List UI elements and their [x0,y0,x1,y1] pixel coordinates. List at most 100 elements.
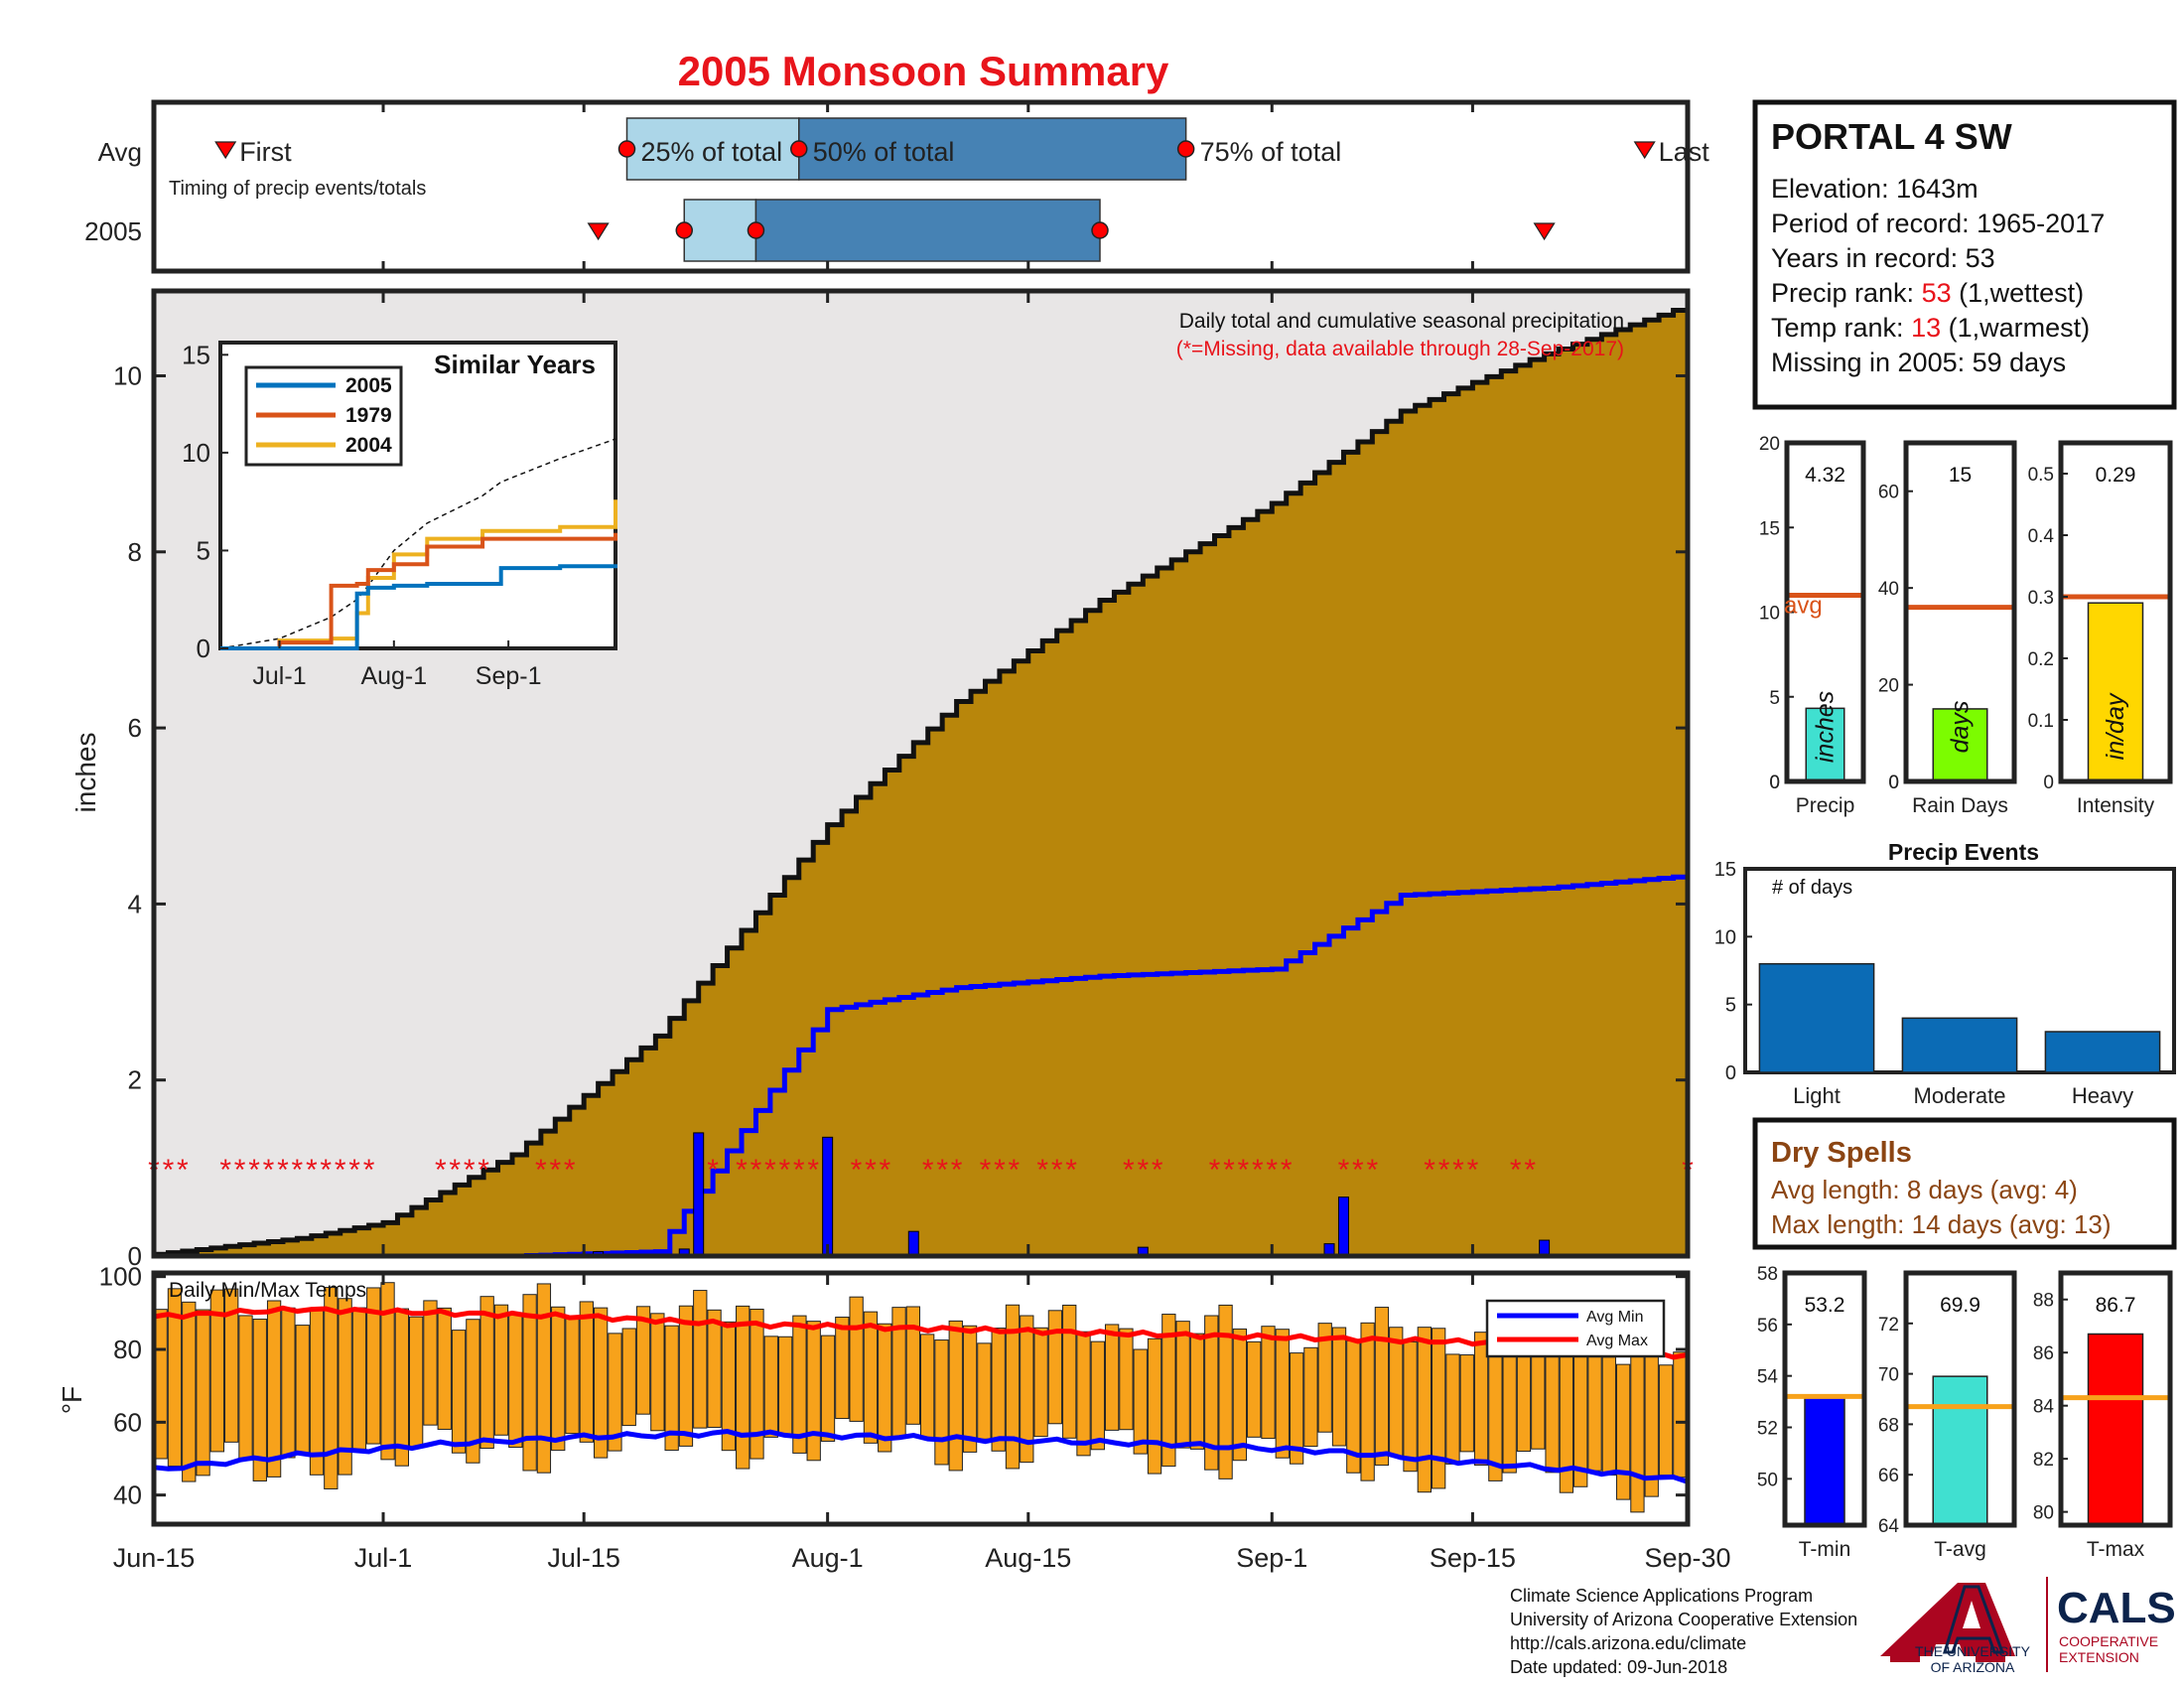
station-info-box: PORTAL 4 SW Elevation: 1643m Period of r… [1752,99,2177,410]
season-totals-bars: 4.32 Precip 0 5 10 15 20 inches avg 0 15 Rain Days 0… [1759,434,2173,817]
missing-day-star: * [1366,1154,1378,1187]
precip-events-bars: Light Moderate Heavy 0 5 10 15 [1714,859,2161,1108]
missing-day-star: * [1467,1154,1479,1187]
dry-spells-avg: Avg length: 8 days (avg: 4) [1771,1175,2078,1204]
precip-ytick-label: 4 [128,889,142,918]
legend-label-avg-max: Avg Max [1586,1333,1648,1349]
mini-category-label: Rain Days [1912,794,2008,817]
inset-ytick-label: 0 [197,633,210,663]
timing-50-label: 50% of total [813,137,955,167]
daily-temp-bar [1218,1304,1233,1479]
inset-series-line [220,564,617,650]
daily-temp-bar [437,1307,452,1430]
x-tick-label: Sep-30 [1644,1543,1730,1573]
mini-ytick-label: 0.1 [2028,711,2054,732]
missing-day-star: * [320,1154,332,1187]
missing-day-star: * [951,1154,963,1187]
daily-temp-bar [423,1300,438,1426]
mini-ytick-label: 5 [1769,688,1780,709]
precip-y-axis: 0 2 4 6 8 10 [113,291,1690,1271]
missing-day-star: * [292,1154,304,1187]
daily-temp-bar [820,1335,836,1442]
precip-rank-value: 53 [1922,278,1952,308]
temp-caption: Daily Min/Max Temps [169,1279,366,1302]
mini-ytick-label: 58 [1757,1264,1778,1285]
missing-day-star: * [1338,1154,1350,1187]
daily-temp-bar [920,1334,935,1440]
missing-day-star: * [1051,1154,1063,1187]
temp-legend [1485,1299,1666,1358]
daily-temp-bar [493,1304,509,1436]
daily-temp-bar [750,1309,764,1460]
mini-ytick-label: 20 [1878,676,1899,697]
inset-title: Similar Years [434,350,596,379]
daily-temp-bar [1673,1351,1688,1478]
mini-category-label: Intensity [2077,794,2155,817]
mini-category-label: T-min [1799,1538,1851,1561]
mini-ytick-label: 70 [1878,1365,1899,1386]
temp-frame [151,1270,1691,1527]
precip-event-bar [1758,962,1875,1073]
mini-category-label: Precip [1796,794,1855,817]
timing-marker-avg-0 [617,140,636,158]
mini-panel-frame [1903,1270,2017,1528]
daily-temp-bar [1630,1343,1645,1513]
daily-temp-bar [863,1311,879,1444]
missing-day-star: * [306,1154,318,1187]
daily-temp-bar [565,1317,580,1435]
daily-temp-bar [736,1305,751,1470]
daily-temp-bar [324,1287,339,1489]
precip-events-title: Precip Events [1888,839,2039,865]
missing-day-star: * [449,1154,461,1187]
daily-temp-bar [777,1336,793,1436]
missing-day-star: * [435,1154,447,1187]
missing-day-star: * [1352,1154,1364,1187]
mini-value-bar [2087,1333,2144,1526]
missing-day-star: * [348,1154,360,1187]
mini-value-label: 4.32 [1805,464,1845,487]
daily-temp-bar [1289,1352,1304,1465]
station-temp-rank: Temp rank: 13 (1,warmest) [1771,313,2090,343]
precip-event-category-label: Moderate [1914,1083,2006,1108]
station-missing: Missing in 2005: 59 days [1771,348,2066,377]
daily-temp-bar [1275,1329,1290,1459]
daily-temp-bar [451,1330,467,1454]
timing-box-q1-y2005 [683,199,757,262]
daily-temp-bar [948,1320,963,1472]
daily-temp-bar [380,1282,395,1461]
dry-spells-max: Max length: 14 days (avg: 13) [1771,1209,2112,1239]
precip-panel: * * * * * * * * * * * * * * * * * * * * * * * * * * * * * * * * * * * * * * * *… [70,288,1694,1271]
daily-temp-bar [608,1333,622,1452]
daily-temp-bar [1090,1340,1105,1451]
mini-value-label: 0.29 [2096,464,2136,487]
daily-temp-bar [650,1313,665,1432]
station-years: Years in record: 53 [1771,243,1995,273]
missing-day-star: * [980,1154,992,1187]
mini-ytick-label: 82 [2033,1450,2054,1471]
missing-day-star: * [751,1154,762,1187]
missing-day-star: * [219,1154,231,1187]
mini-category-label: T-avg [1934,1538,1986,1561]
missing-day-star: * [1452,1154,1464,1187]
mini-value-label: 53.2 [1805,1294,1845,1317]
missing-day-star: * [1065,1154,1077,1187]
timing-marker-y2005-1 [747,221,765,239]
timing-boxes [152,102,1690,271]
mini-ytick-label: 84 [2033,1397,2055,1418]
daily-temp-bar [295,1325,310,1456]
missing-day-star: * [1036,1154,1048,1187]
daily-precip-bar [1337,1196,1349,1257]
timing-last-label: Last [1659,137,1710,167]
daily-temp-bar [1005,1304,1021,1470]
legend-label-2004: 2004 [345,434,392,457]
daily-temp-bar [1615,1363,1631,1500]
missing-day-star: * [234,1154,246,1187]
daily-temp-bar [1303,1346,1318,1448]
missing-day-star: * [764,1154,776,1187]
precip-event-category-label: Light [1793,1083,1841,1108]
mini-ytick-label: 0.5 [2028,465,2054,486]
inset-average-dashed-line [219,438,616,649]
events-ytick-label: 10 [1714,926,1736,948]
precip-events-chart: Precip Events Light Moderate Heavy 0 5 10 15 #… [1714,839,2176,1108]
daily-temp-bar [409,1316,424,1448]
